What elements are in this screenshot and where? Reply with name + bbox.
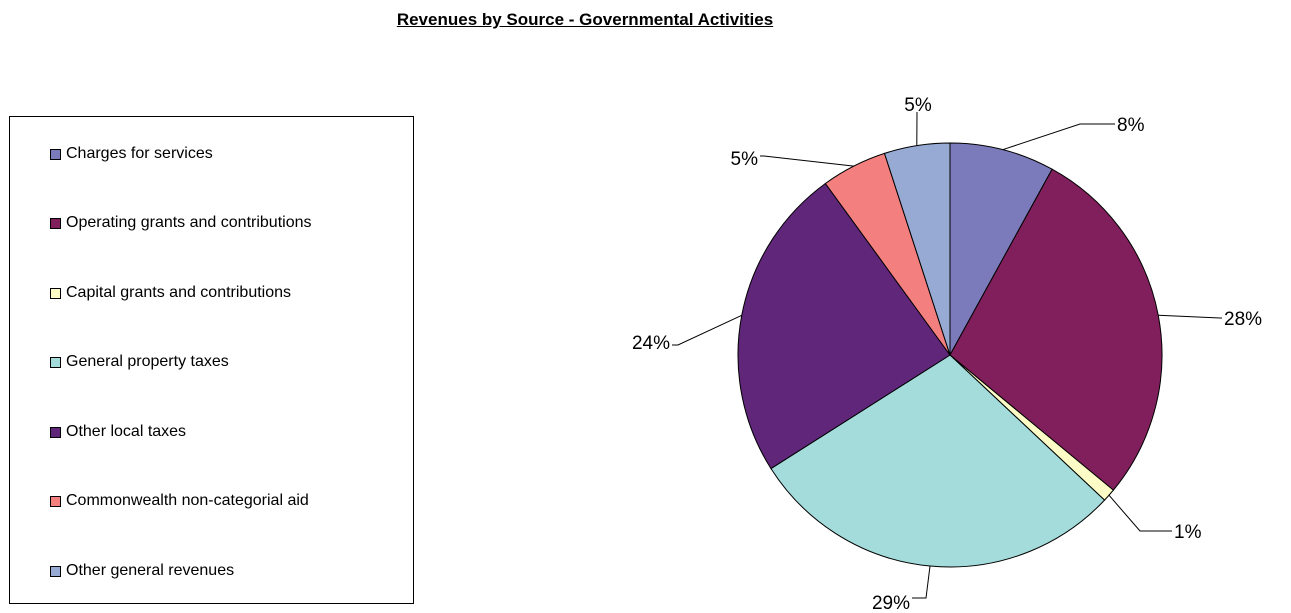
data-label-2: 1% xyxy=(1174,522,1202,543)
leader-line-4 xyxy=(672,314,743,346)
data-label-3: 29% xyxy=(872,593,910,613)
legend-label: Other local taxes xyxy=(66,423,187,440)
legend-label: Operating grants and contributions xyxy=(66,214,312,231)
legend-swatch xyxy=(50,495,61,507)
data-label-0: 8% xyxy=(1117,115,1145,136)
pie-slice-6 xyxy=(883,142,951,356)
data-label-1: 28% xyxy=(1224,309,1262,330)
legend-label: Other general revenues xyxy=(66,562,235,579)
leader-line-0 xyxy=(1002,123,1115,151)
leader-line-3 xyxy=(912,566,931,599)
leader-line-1 xyxy=(1158,314,1222,319)
legend-swatch xyxy=(50,287,61,299)
legend-swatch xyxy=(50,565,61,577)
legend-item-commonwealth-aid: Commonwealth non-categorial aid xyxy=(50,492,309,510)
chart-legend: Charges for services Operating grants an… xyxy=(9,116,414,604)
legend-swatch xyxy=(50,148,61,160)
pie-slice-0 xyxy=(949,142,1053,356)
legend-label: Charges for services xyxy=(66,145,213,162)
legend-item-capital-grants: Capital grants and contributions xyxy=(50,284,291,302)
legend-item-general-property-taxes: General property taxes xyxy=(50,353,229,371)
pie-slice-1 xyxy=(949,168,1163,491)
legend-item-charges-for-services: Charges for services xyxy=(50,145,213,163)
pie-slice-4 xyxy=(737,182,951,470)
legend-swatch xyxy=(50,426,61,438)
data-label-6: 5% xyxy=(904,95,932,116)
pie-slice-3 xyxy=(770,354,1106,568)
legend-label: General property taxes xyxy=(66,353,229,370)
chart-title: Revenues by Source - Governmental Activi… xyxy=(396,10,774,29)
legend-item-operating-grants: Operating grants and contributions xyxy=(50,214,311,232)
leader-line-2 xyxy=(1108,494,1172,532)
legend-swatch xyxy=(50,217,61,229)
legend-item-other-local-taxes: Other local taxes xyxy=(50,423,186,441)
leader-line-5 xyxy=(760,155,854,167)
legend-swatch xyxy=(50,356,61,368)
legend-item-other-general-revenues: Other general revenues xyxy=(50,562,234,580)
data-label-5: 5% xyxy=(731,149,759,170)
data-label-4: 24% xyxy=(632,333,670,354)
legend-label: Commonwealth non-categorial aid xyxy=(66,492,309,509)
legend-label: Capital grants and contributions xyxy=(66,284,292,301)
